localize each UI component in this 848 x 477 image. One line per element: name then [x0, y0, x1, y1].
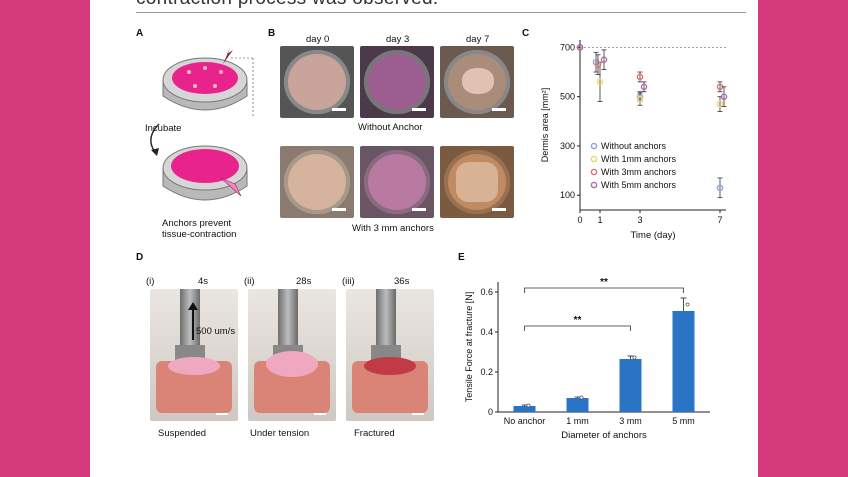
x-tick-label: 0 [577, 215, 582, 225]
tissue-sample [266, 351, 318, 377]
y-tick-label: 0 [488, 407, 493, 417]
x-tick-label: 7 [717, 215, 722, 225]
incubate-label: Incubate [145, 123, 182, 134]
tensile-test-photo [248, 289, 336, 421]
significance-bracket [524, 325, 631, 331]
figure-page: contraction process was observed. A Incu… [90, 0, 758, 477]
data-point [716, 100, 724, 108]
significance-label: ** [600, 277, 608, 288]
tensile-test-photo [346, 289, 434, 421]
data-point [720, 93, 728, 100]
significance-bracket [524, 287, 684, 293]
legend-label: With 5mm anchors [601, 180, 677, 190]
day-label-7: day 7 [466, 34, 490, 45]
pull-direction-arrow-icon [188, 302, 198, 340]
photo-3mm-day7 [440, 146, 514, 218]
day-label-0: day 0 [306, 34, 330, 45]
frame-time-label: 28s [296, 276, 312, 287]
row1-caption: Without Anchor [358, 122, 423, 133]
grip-rod [376, 289, 396, 349]
y-axis-title: Dermis area [mm²] [540, 88, 550, 163]
replicate-point [526, 403, 531, 408]
panel-b-label: B [268, 28, 276, 39]
grip-rod [180, 289, 200, 349]
data-point [594, 61, 602, 68]
y-tick-label: 500 [560, 92, 575, 102]
replicate-point [685, 302, 690, 307]
data-point [596, 78, 604, 86]
legend-marker [590, 155, 598, 163]
y-tick-label: 0.2 [480, 367, 493, 377]
x-tick-label: 5 mm [672, 416, 695, 426]
frame-roman-label: (iii) [342, 276, 355, 287]
x-axis-title: Diameter of anchors [561, 430, 647, 441]
photo-no-anchor-day7 [440, 46, 514, 118]
bar [672, 311, 695, 412]
replicate-point [632, 355, 637, 360]
panel-a-diagram [150, 46, 254, 201]
y-tick-label: 0.6 [480, 287, 493, 297]
y-tick-label: 700 [560, 42, 575, 52]
frame-caption: Suspended [158, 428, 207, 439]
day-label-3: day 3 [386, 34, 410, 45]
photo-3mm-day3 [360, 146, 434, 218]
header-rule [136, 12, 746, 13]
frame-roman-label: (ii) [244, 276, 255, 287]
significance-label: ** [574, 315, 582, 326]
pointer-arrow-icon [223, 46, 233, 64]
tissue-sample [364, 357, 416, 375]
x-tick-label: 1 [597, 215, 602, 225]
panel-d-label: D [136, 252, 144, 263]
y-tick-label: 0.4 [480, 327, 493, 337]
tensile-test-photo [150, 289, 238, 421]
panel-a-label: A [136, 28, 144, 39]
frame-roman-label: (i) [146, 276, 155, 287]
data-point [716, 184, 724, 192]
row2-caption: With 3 mm anchors [352, 223, 434, 234]
x-tick-label: 3 mm [619, 416, 642, 426]
data-point [600, 56, 608, 64]
frame-time-label: 36s [394, 276, 410, 287]
tensile-force-chart: 0 0.2 0.4 0.6 Tensile Force at fracture [N] D… [464, 277, 710, 441]
photo-no-anchor-day0 [280, 46, 354, 118]
frame-caption: Under tension [250, 428, 310, 439]
anchor-device-bottom [162, 145, 248, 201]
dermis-area-chart: 100 300 500 700 0 1 3 7 Time (day) Dermis area [m… [540, 40, 728, 241]
bar [513, 406, 536, 412]
legend-label: With 1mm anchors [601, 154, 677, 164]
header-text: contraction process was observed. [136, 0, 438, 10]
y-tick-label: 300 [560, 141, 575, 151]
bar [619, 359, 642, 412]
panel-a-caption-line1: Anchors prevent [162, 218, 232, 229]
legend-marker [590, 142, 598, 150]
x-axis-title: Time (day) [630, 230, 675, 241]
photo-no-anchor-day3 [360, 46, 434, 118]
legend-label: Without anchors [601, 141, 667, 151]
anchor-device-top [162, 57, 248, 111]
panel-e-label: E [458, 252, 465, 263]
legend-marker [590, 168, 598, 176]
tissue-sample [168, 357, 220, 375]
panel-c-label: C [522, 28, 530, 39]
bar [566, 398, 589, 412]
frame-caption: Fractured [354, 428, 395, 439]
y-axis-title: Tensile Force at fracture [N] [464, 292, 474, 403]
legend-marker [590, 181, 598, 189]
panel-a-caption-line2: tissue-contraction [162, 229, 237, 240]
replicate-point [579, 395, 584, 400]
data-point [576, 44, 584, 51]
y-tick-label: 100 [560, 190, 575, 200]
photo-3mm-day0 [280, 146, 354, 218]
grip-rod [278, 289, 298, 349]
data-point [636, 73, 644, 81]
legend-label: With 3mm anchors [601, 167, 677, 177]
x-tick-label: 3 [637, 215, 642, 225]
data-point [640, 83, 648, 91]
data-point [636, 95, 644, 103]
speed-label: 500 um/s [196, 326, 236, 337]
x-tick-label: 1 mm [566, 416, 589, 426]
frame-time-label: 4s [198, 276, 209, 287]
x-tick-label: No anchor [504, 416, 546, 426]
